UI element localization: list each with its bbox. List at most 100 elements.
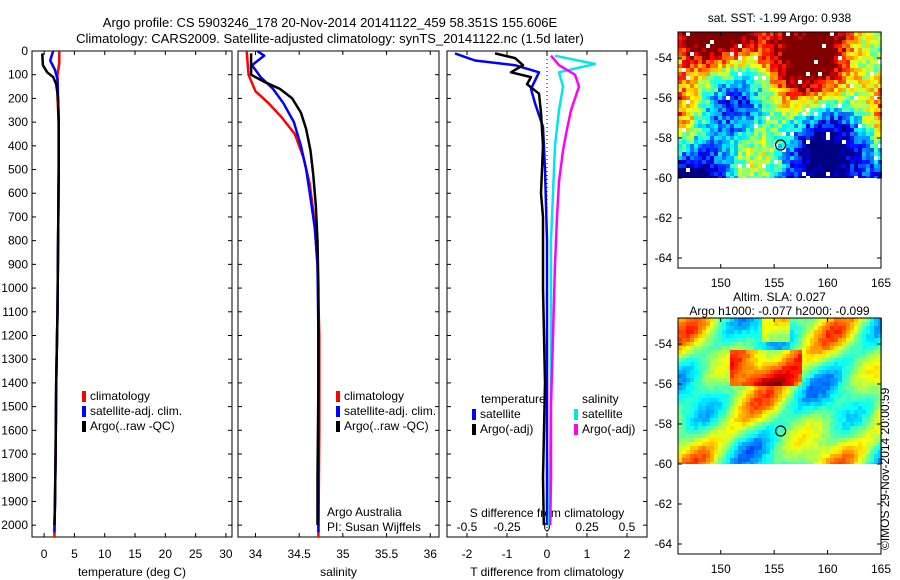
map-cell (858, 140, 862, 144)
map-cell (738, 390, 742, 394)
map-cell (702, 168, 706, 172)
map-cell (814, 318, 818, 322)
map-cell (726, 148, 730, 152)
map-cell (738, 398, 742, 402)
map-cell (782, 410, 786, 414)
x-tick-label: 2 (624, 547, 631, 561)
map-cell (710, 434, 714, 438)
map-cell (866, 374, 870, 378)
map-cell (858, 56, 862, 60)
map-cell (786, 446, 790, 450)
x-tick-label: 0 (544, 547, 551, 561)
map-cell (814, 422, 818, 426)
map-cell (818, 406, 822, 410)
map-cell (786, 430, 790, 434)
map-cell (862, 442, 866, 446)
map-cell (862, 390, 866, 394)
map-cell (854, 446, 858, 450)
legend-label: Argo(-adj) (480, 422, 533, 436)
map-cell (750, 88, 754, 92)
map-cell (838, 172, 842, 176)
map-cell (746, 64, 750, 68)
map-cell (778, 370, 782, 374)
map-cell (690, 140, 694, 144)
map-cell (866, 160, 870, 164)
map-cell (698, 160, 702, 164)
map-cell (830, 326, 834, 330)
map-cell (818, 374, 822, 378)
map-cell (710, 60, 714, 64)
map-cell (714, 96, 718, 100)
map-cell (842, 96, 846, 100)
map-cell (786, 414, 790, 418)
map-cell (822, 168, 826, 172)
map-cell (850, 402, 854, 406)
map-cell (750, 370, 754, 374)
map-cell (842, 44, 846, 48)
map-cell (718, 442, 722, 446)
map-cell (866, 172, 870, 176)
map-cell (714, 446, 718, 450)
map-cell (694, 410, 698, 414)
map-cell (770, 116, 774, 120)
map-cell (690, 370, 694, 374)
map-cell (698, 64, 702, 68)
map-cell (862, 116, 866, 120)
map-cell (822, 458, 826, 462)
map-cell (766, 382, 770, 386)
map-cell (686, 44, 690, 48)
map-cell (750, 36, 754, 40)
map-cell (742, 394, 746, 398)
map-cell (710, 148, 714, 152)
map-cell (702, 458, 706, 462)
map-cell (854, 120, 858, 124)
map-cell (762, 120, 766, 124)
map-cell (734, 438, 738, 442)
map-cell (730, 426, 734, 430)
map-cell (762, 338, 766, 342)
map-cell (718, 454, 722, 458)
map-cell (714, 76, 718, 80)
y-tick-label: -60 (655, 171, 673, 185)
map-cell (782, 378, 786, 382)
map-cell (794, 160, 798, 164)
map-cell (750, 76, 754, 80)
map-cell (870, 350, 874, 354)
map-cell (802, 160, 806, 164)
map-cell (758, 402, 762, 406)
map-cell (874, 382, 878, 386)
map-cell (858, 450, 862, 454)
map-cell (758, 64, 762, 68)
map-cell (818, 334, 822, 338)
map-cell (762, 104, 766, 108)
map-cell (718, 164, 722, 168)
map-cell (830, 410, 834, 414)
map-cell (682, 104, 686, 108)
map-cell (854, 414, 858, 418)
map-cell (678, 326, 682, 330)
map-cell (874, 72, 878, 76)
map-cell (706, 148, 710, 152)
map-cell (794, 422, 798, 426)
map-cell (850, 382, 854, 386)
map-cell (698, 40, 702, 44)
map-cell (722, 68, 726, 72)
map-cell (730, 32, 734, 36)
map-cell (698, 60, 702, 64)
map-cell (726, 430, 730, 434)
map-cell (858, 410, 862, 414)
map-cell (702, 68, 706, 72)
map-cell (846, 84, 850, 88)
map-cell (730, 454, 734, 458)
map-cell (854, 326, 858, 330)
map-cell (878, 438, 882, 442)
map-cell (798, 438, 802, 442)
map-cell (694, 112, 698, 116)
map-cell (862, 92, 866, 96)
map-cell (706, 366, 710, 370)
map-cell (742, 330, 746, 334)
map-cell (682, 64, 686, 68)
map-cell (870, 362, 874, 366)
map-cell (722, 386, 726, 390)
map-cell (746, 120, 750, 124)
